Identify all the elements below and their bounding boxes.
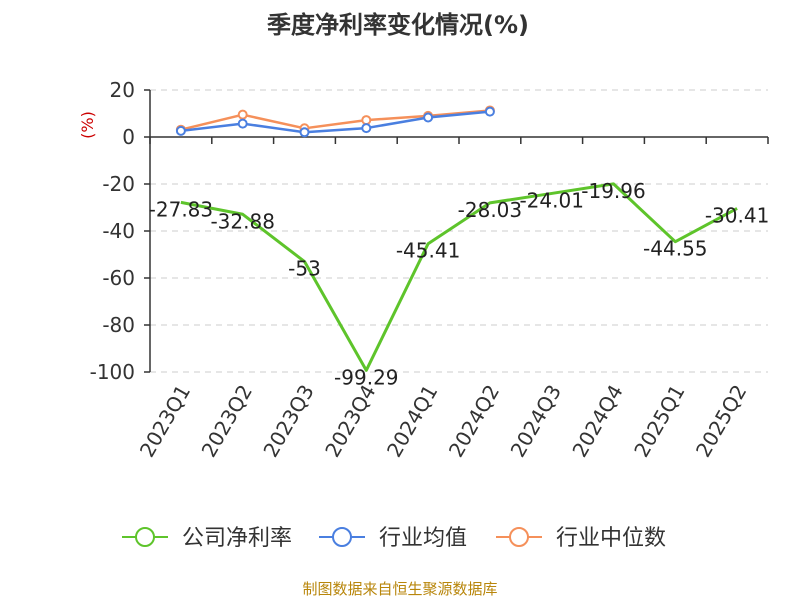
series-line bbox=[180, 182, 738, 372]
x-tick-label: 2025Q2 bbox=[691, 381, 751, 462]
legend-item[interactable]: 行业中位数 bbox=[496, 526, 666, 551]
data-point[interactable] bbox=[361, 123, 372, 134]
y-tick-label: 20 bbox=[110, 78, 135, 102]
x-tick-label: 2024Q3 bbox=[506, 381, 566, 462]
y-tick-label: -100 bbox=[90, 360, 135, 384]
y-tick-label: -80 bbox=[102, 313, 135, 337]
legend-item[interactable]: 行业均值 bbox=[319, 526, 467, 551]
legend[interactable]: 公司净利率 行业均值 行业中位数 bbox=[122, 526, 666, 551]
x-tick-label: 2024Q1 bbox=[382, 381, 442, 462]
x-tick-label: 2025Q1 bbox=[629, 381, 689, 462]
data-label: -30.41 bbox=[705, 203, 769, 227]
data-label: -24.01 bbox=[519, 188, 583, 212]
legend-marker bbox=[509, 527, 529, 547]
data-label: -27.83 bbox=[149, 197, 213, 221]
legend-label: 行业中位数 bbox=[556, 526, 666, 551]
data-point[interactable] bbox=[299, 127, 310, 138]
x-tick-label: 2024Q4 bbox=[567, 381, 627, 462]
gridlines bbox=[150, 89, 768, 373]
data-label: -32.88 bbox=[210, 209, 274, 233]
data-point[interactable] bbox=[361, 115, 372, 126]
data-point[interactable] bbox=[237, 109, 248, 120]
data-label: -53 bbox=[288, 257, 321, 281]
x-tick-label: 2023Q4 bbox=[320, 381, 380, 462]
data-label: -19.96 bbox=[581, 179, 645, 203]
series bbox=[175, 105, 738, 372]
data-point[interactable] bbox=[484, 106, 495, 117]
legend-marker bbox=[332, 527, 352, 547]
data-point[interactable] bbox=[237, 118, 248, 129]
data-point[interactable] bbox=[175, 125, 186, 136]
y-axis-unit-label: (%) bbox=[78, 111, 97, 139]
y-tick-label: 0 bbox=[122, 125, 135, 149]
data-label: -99.29 bbox=[334, 365, 398, 389]
series-line bbox=[180, 110, 491, 134]
data-labels: -27.83-32.88-53-99.29-45.41-28.03-24.01-… bbox=[149, 179, 770, 389]
data-label: -28.03 bbox=[458, 198, 522, 222]
source-note: 制图数据来自恒生聚源数据库 bbox=[302, 580, 497, 598]
x-tick-label: 2024Q2 bbox=[444, 381, 504, 462]
data-label: -45.41 bbox=[396, 239, 460, 263]
legend-marker bbox=[135, 527, 155, 547]
x-tick-label: 2023Q3 bbox=[258, 381, 318, 462]
x-tick-label: 2023Q2 bbox=[197, 381, 257, 462]
y-tick-label: -60 bbox=[102, 266, 135, 290]
y-tick-label: -20 bbox=[102, 172, 135, 196]
legend-label: 公司净利率 bbox=[182, 526, 292, 551]
y-tick-label: -40 bbox=[102, 219, 135, 243]
legend-label: 行业均值 bbox=[379, 526, 467, 551]
series-line bbox=[180, 109, 491, 131]
chart-title: 季度净利率变化情况(%) bbox=[267, 11, 529, 39]
x-tick-label: 2023Q1 bbox=[135, 381, 195, 462]
legend-item[interactable]: 公司净利率 bbox=[122, 526, 292, 551]
data-point[interactable] bbox=[423, 112, 434, 123]
data-label: -44.55 bbox=[643, 237, 707, 261]
